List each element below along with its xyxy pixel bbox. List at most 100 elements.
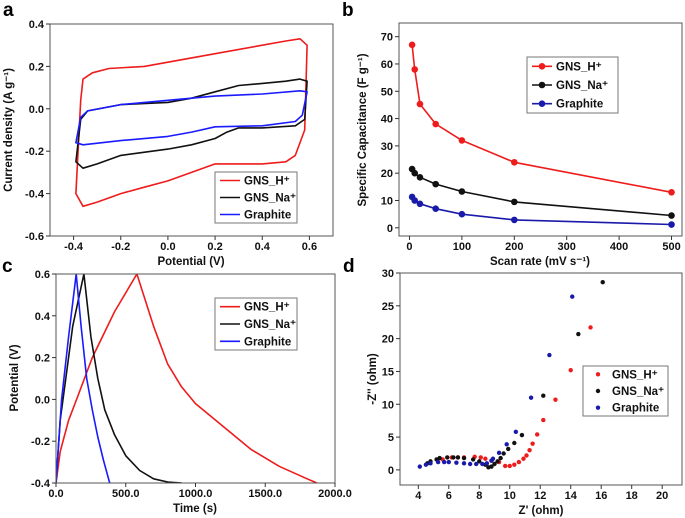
data-point — [541, 393, 546, 398]
y-tick-label: 30 — [382, 268, 394, 280]
x-tick-label: 18 — [626, 490, 638, 502]
data-point — [411, 169, 419, 177]
plot-frame — [399, 272, 683, 486]
series-line — [56, 274, 318, 483]
data-point — [470, 457, 476, 462]
legend-label: Graphite — [556, 99, 603, 111]
y-tick-label: 15 — [382, 366, 394, 378]
data-point — [570, 294, 575, 299]
data-point — [541, 417, 546, 423]
data-point — [600, 279, 605, 285]
data-point — [455, 455, 461, 460]
legend-label: GNS_Na⁺ — [244, 193, 296, 205]
x-tick-label: 100 — [453, 241, 471, 253]
legend-label: Graphite — [244, 210, 291, 222]
data-point — [521, 456, 526, 461]
x-tick-label: 8 — [476, 490, 482, 502]
series-line — [411, 196, 672, 226]
x-tick-label: 0 — [406, 241, 412, 253]
y-tick-label: 0 — [387, 223, 393, 235]
data-point — [510, 216, 518, 224]
data-point — [576, 331, 581, 337]
data-point — [458, 188, 466, 195]
x-tick-label: 2000.0 — [318, 488, 352, 500]
data-point — [516, 459, 522, 465]
legend-label: GNS_H⁺ — [556, 61, 602, 73]
legend-marker — [538, 63, 546, 70]
data-point — [668, 221, 675, 228]
y-tick-label: 0.2 — [35, 353, 50, 365]
y-tick-label: -0.2 — [31, 436, 50, 448]
panel-a: a -0.4 -0.2 0.0 0.2 0.4 0.6 -0.6 -0.4 -0.2 0.0 0.2 0… — [3, 0, 334, 268]
y-tick-label: 10 — [381, 196, 393, 208]
data-point — [524, 453, 529, 458]
series-0 — [440, 325, 593, 469]
data-point — [442, 459, 447, 465]
series-1 — [408, 165, 675, 219]
legend-marker — [538, 81, 546, 89]
data-point — [423, 462, 429, 467]
data-point — [547, 352, 552, 358]
series-0 — [56, 274, 318, 483]
series-2 — [408, 193, 675, 228]
data-point — [490, 456, 496, 461]
x-tick-label: 12 — [534, 490, 546, 502]
data-point — [668, 212, 675, 219]
y-tick-label: 0.4 — [29, 19, 45, 31]
x-tick-label: 14 — [565, 490, 578, 502]
y-tick-label: 25 — [382, 301, 394, 313]
legend-marker — [538, 100, 546, 107]
data-point — [451, 455, 456, 460]
y-axis-title: Current density (A g⁻¹) — [3, 68, 15, 192]
data-point — [495, 459, 500, 464]
y-tick-label: 20 — [382, 334, 394, 346]
x-tick-label: 0.0 — [160, 241, 175, 253]
data-point — [458, 137, 466, 144]
legend-label: GNS_H⁺ — [612, 369, 658, 381]
y-axis-title: Specific Capacitance (F g⁻¹) — [357, 53, 369, 206]
y-tick-label: 0.2 — [29, 61, 44, 73]
legend-marker — [595, 388, 601, 394]
legend-marker — [595, 372, 601, 377]
y-tick-label: 40 — [381, 114, 393, 126]
panel-c: c 0.0 500.0 1000.0 1500.0 2000.0 -0.4 -0.2 0.0 0.… — [2, 256, 352, 515]
y-tick-label: 0.0 — [29, 104, 44, 116]
data-point — [411, 66, 419, 73]
series-0 — [75, 37, 308, 208]
data-point — [498, 455, 503, 461]
data-point — [477, 459, 482, 464]
x-tick-label: 20 — [656, 490, 668, 502]
series-line — [411, 168, 672, 217]
series-0 — [408, 41, 675, 196]
data-point — [416, 200, 424, 208]
y-tick-label: 20 — [381, 168, 393, 180]
data-point — [435, 459, 441, 465]
legend-label: GNS_Na⁺ — [556, 80, 608, 92]
data-point — [480, 461, 485, 467]
data-point — [512, 462, 517, 467]
data-point — [411, 197, 419, 204]
series-2 — [56, 274, 111, 483]
data-point — [458, 210, 466, 218]
series-line — [56, 274, 111, 483]
data-point — [534, 432, 540, 437]
data-point — [502, 463, 508, 469]
data-point — [484, 461, 490, 466]
data-point — [510, 198, 518, 206]
x-tick-label: 4 — [415, 490, 422, 502]
y-axis-title: -Z'' (ohm) — [367, 353, 379, 405]
series-1 — [425, 279, 605, 470]
y-tick-label: 0.0 — [35, 394, 50, 406]
x-tick-label: 500 — [662, 241, 680, 253]
legend: GNS_H⁺ GNS_Na⁺ Graphite — [526, 56, 619, 114]
plot-frame — [398, 22, 683, 237]
data-point — [519, 432, 525, 438]
y-tick-label: 5 — [388, 432, 394, 444]
y-tick-label: 0.6 — [35, 269, 50, 281]
data-point — [445, 455, 450, 460]
y-tick-label: 60 — [381, 59, 393, 71]
panel-label: d — [343, 256, 355, 277]
panel-d: d 4 6 8 10 12 14 16 18 20 0 5 10 15 20 25 30 Z' (ohm) -Z''… — [343, 256, 683, 517]
x-tick-label: 200 — [505, 241, 523, 253]
data-point — [478, 455, 483, 460]
